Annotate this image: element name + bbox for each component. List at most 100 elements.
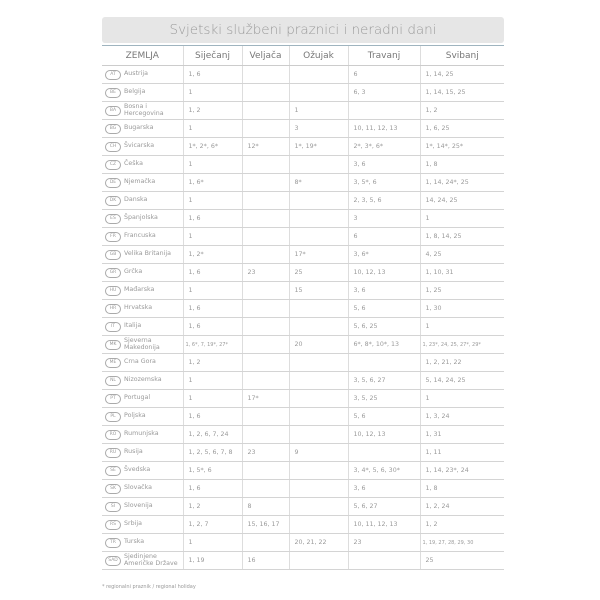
table-row: CH Švicarska 1*, 2*, 6* 12* 1*, 19* 2*, 3*, 6…	[102, 137, 504, 156]
holiday-cell	[288, 461, 348, 480]
holiday-cell: 1, 8	[419, 479, 504, 498]
country-code-badge: ME	[105, 357, 121, 368]
holiday-cell	[241, 461, 289, 480]
country-name: Švedska	[124, 466, 151, 474]
country-name: Češka	[124, 160, 143, 168]
country-code-badge: SI	[105, 501, 121, 512]
country-code-badge: SK	[105, 483, 121, 494]
country-code-badge: TR	[105, 537, 121, 548]
holiday-cell: 1, 6*	[182, 173, 242, 192]
country-name: Rumunjska	[124, 430, 159, 438]
holiday-cell: 23	[241, 443, 289, 462]
table-row: FR Francuska 1 6 1, 8, 14, 25	[102, 227, 504, 246]
table-row: SE Švedska 1, 5*, 6 3, 4*, 5, 6, 30* 1, 14, …	[102, 461, 504, 480]
holiday-cell: 1, 6	[182, 299, 242, 318]
country-name: Sjedinjene Američke Države	[124, 553, 178, 567]
holiday-cell	[347, 551, 420, 570]
holiday-cell: 1, 2	[419, 101, 504, 120]
holiday-cell	[288, 389, 348, 408]
country-code-badge: PL	[105, 411, 121, 422]
holiday-cell: 1, 2*	[182, 245, 242, 264]
holiday-cell: 8	[241, 497, 289, 516]
country-name: Austrija	[124, 70, 148, 78]
holiday-cell: 5, 6, 25	[347, 317, 420, 336]
holiday-cell	[241, 65, 289, 84]
country-code-badge: HR	[105, 303, 121, 314]
table-row: GR Grčka 1, 6 23 25 10, 12, 13 1, 10, 31	[102, 263, 504, 282]
holiday-cell: 3, 5, 6, 27	[347, 371, 420, 390]
holiday-cell: 1, 6	[182, 263, 242, 282]
holiday-cell: 1, 2, 24	[419, 497, 504, 516]
country-code-badge: RU	[105, 447, 121, 458]
holiday-cell: 5, 6	[347, 299, 420, 318]
country-name: Danska	[124, 196, 148, 204]
holiday-cell	[288, 155, 348, 174]
country-code-badge: GR	[105, 267, 121, 278]
holiday-cell	[288, 227, 348, 246]
holiday-cell	[288, 299, 348, 318]
country-name: Slovenija	[124, 502, 153, 510]
holiday-cell: 1, 10, 31	[419, 263, 504, 282]
table-row: IT Italija 1, 6 5, 6, 25 1	[102, 317, 504, 336]
table-row: TR Turska 1 20, 21, 22 23 1, 19, 27, 28, 29, …	[102, 533, 504, 552]
holiday-cell	[288, 191, 348, 210]
holiday-cell: 6*, 8*, 10*, 13	[347, 335, 420, 354]
holiday-cell: 1	[419, 317, 504, 336]
holiday-cell: 3, 5*, 6	[347, 173, 420, 192]
holiday-cell: 15, 16, 17	[241, 515, 289, 534]
country-cell: GR Grčka	[102, 263, 183, 282]
table-row: ME Crna Gora 1, 2 1, 2, 21, 22	[102, 353, 504, 372]
country-code-badge: MK	[105, 339, 121, 350]
holiday-cell: 1, 23*, 24, 25, 27*, 29*	[419, 335, 504, 354]
country-name: Španjolska	[124, 214, 158, 222]
country-code-badge: PT	[105, 393, 121, 404]
country-name: Belgija	[124, 88, 146, 96]
holiday-cell: 1	[182, 227, 242, 246]
holiday-cell: 1, 25	[419, 281, 504, 300]
holiday-cell: 6, 3	[347, 83, 420, 102]
holiday-cell: 1, 19	[182, 551, 242, 570]
holiday-cell	[288, 425, 348, 444]
holiday-cell: 3, 6*	[347, 245, 420, 264]
country-cell: BA Bosna i Hercegovina	[102, 101, 183, 120]
country-code-badge: ES	[105, 213, 121, 224]
holiday-cell: 6	[347, 65, 420, 84]
holiday-cell	[241, 191, 289, 210]
country-cell: HU Mađarska	[102, 281, 183, 300]
country-code-badge: BA	[105, 105, 121, 116]
holiday-cell: 1, 2	[182, 497, 242, 516]
table-row: NL Nizozemska 1 3, 5, 6, 27 5, 14, 24, 25	[102, 371, 504, 390]
holiday-cell: 1, 2, 6, 7, 24	[182, 425, 242, 444]
holiday-cell: 25	[419, 551, 504, 570]
table-row: SK Slovačka 1, 6 3, 6 1, 8	[102, 479, 504, 498]
holiday-cell: 15	[288, 281, 348, 300]
country-cell: ES Španjolska	[102, 209, 183, 228]
country-name: Italija	[124, 322, 142, 330]
country-code-badge: HU	[105, 285, 121, 296]
holiday-cell: 17*	[241, 389, 289, 408]
holiday-cell: 1, 6	[182, 317, 242, 336]
holiday-cell: 3, 6	[347, 479, 420, 498]
holiday-cell: 12*	[241, 137, 289, 156]
holiday-cell: 1, 8	[419, 155, 504, 174]
holiday-cell: 9	[288, 443, 348, 462]
holiday-cell: 10, 12, 13	[347, 263, 420, 282]
country-cell: MK Sjeverna Makedonija	[102, 335, 183, 354]
holiday-cell: 1, 2	[182, 101, 242, 120]
holiday-cell: 5, 6, 27	[347, 497, 420, 516]
country-name: Mađarska	[124, 286, 155, 294]
holiday-cell: 3, 6	[347, 281, 420, 300]
holiday-cell	[288, 551, 348, 570]
holiday-cell: 1	[182, 389, 242, 408]
holiday-cell: 1, 14, 23*, 24	[419, 461, 504, 480]
country-cell: ME Crna Gora	[102, 353, 183, 372]
country-cell: AT Austrija	[102, 65, 183, 84]
holiday-cell: 10, 12, 13	[347, 425, 420, 444]
holiday-cell: 1	[182, 119, 242, 138]
country-name: Velika Britanija	[124, 250, 171, 258]
country-cell: PT Portugal	[102, 389, 183, 408]
holiday-cell: 1*, 2*, 6*	[182, 137, 242, 156]
table-row: CZ Češka 1 3, 6 1, 8	[102, 155, 504, 174]
column-header: ZEMLJA	[102, 46, 183, 66]
country-name: Portugal	[124, 394, 151, 402]
